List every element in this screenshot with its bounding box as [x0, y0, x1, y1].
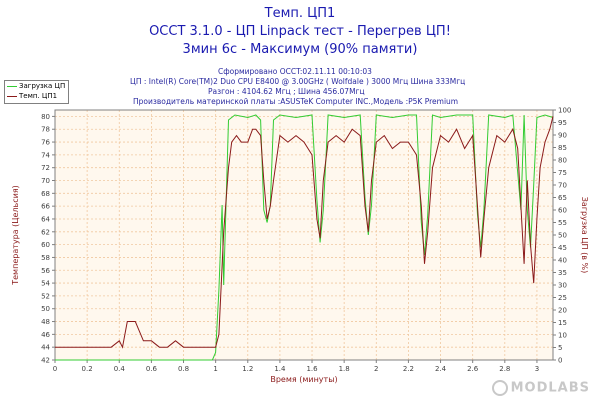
x-tick-label: 1: [213, 365, 217, 373]
y2-tick-label: 75: [558, 169, 567, 177]
y2-tick-label: 90: [558, 132, 567, 140]
y-tick-label: 56: [41, 267, 50, 275]
y-tick-label: 74: [41, 151, 50, 159]
y2-tick-label: 20: [558, 307, 567, 315]
x-tick-label: 1.4: [274, 365, 286, 373]
y-tick-label: 58: [41, 254, 50, 262]
x-tick-label: 0.2: [82, 365, 93, 373]
y-axis-right-label: Загрузка ЦП (в %): [580, 197, 589, 273]
y2-tick-label: 15: [558, 319, 567, 327]
watermark-logo: MODLABS: [491, 380, 590, 396]
legend-label: Загрузка ЦП: [19, 82, 66, 90]
y-tick-label: 60: [41, 241, 50, 249]
y2-tick-label: 40: [558, 257, 567, 265]
x-tick-label: 1.8: [339, 365, 350, 373]
y-tick-label: 62: [41, 228, 50, 236]
y-tick-label: 72: [41, 164, 50, 172]
y-tick-label: 66: [41, 203, 50, 211]
y-tick-label: 52: [41, 292, 50, 300]
y2-tick-label: 95: [558, 119, 567, 127]
x-tick-label: 2: [374, 365, 378, 373]
legend-label: Темп. ЦП1: [19, 92, 58, 100]
y-tick-label: 54: [41, 280, 50, 288]
y-tick-label: 42: [41, 357, 50, 365]
legend-item-cpu-load: Загрузка ЦП: [5, 81, 68, 91]
y-axis-left-ticks: 42 44 46 48 50 52 54 56 58 60 62 64 66 68 70 72 74 76 78 80: [41, 113, 55, 365]
y-tick-label: 76: [41, 139, 50, 147]
info-generated: Сформировано OCCT:02.11.11 00:10:03: [218, 67, 372, 76]
y-tick-label: 68: [41, 190, 50, 198]
y-tick-label: 80: [41, 113, 50, 121]
y-tick-label: 70: [41, 177, 50, 185]
legend-item-cpu-temp: Темп. ЦП1: [5, 91, 68, 101]
y-tick-label: 48: [41, 318, 50, 326]
x-tick-label: 0.8: [178, 365, 189, 373]
x-axis-label: Время (минуты): [270, 375, 337, 384]
y-tick-label: 78: [41, 126, 50, 134]
x-tick-label: 2.8: [499, 365, 510, 373]
y2-tick-label: 70: [558, 182, 567, 190]
info-overclock: Разгон : 4104.62 Мгц ; Шина 456.07Мгц: [208, 87, 365, 96]
series-line-cpu-temp: [55, 116, 554, 349]
y-tick-label: 64: [41, 215, 50, 223]
y-axis-left-label: Температура (Цельсия): [11, 185, 20, 286]
y2-tick-label: 35: [558, 269, 567, 277]
y-tick-label: 44: [41, 344, 50, 352]
x-tick-label: 0: [53, 365, 57, 373]
x-tick-label: 3: [535, 365, 539, 373]
chart-title: Темп. ЦП1: [264, 6, 336, 21]
x-tick-label: 2.6: [467, 365, 479, 373]
watermark-text: MODLABS: [510, 380, 590, 396]
y2-tick-label: 100: [558, 107, 571, 115]
x-tick-label: 0.6: [146, 365, 158, 373]
y2-tick-label: 50: [558, 232, 567, 240]
y2-tick-label: 10: [558, 332, 567, 340]
y2-tick-label: 60: [558, 207, 567, 215]
x-tick-label: 2.2: [403, 365, 414, 373]
legend: Загрузка ЦП Темп. ЦП1: [4, 80, 69, 104]
y2-tick-label: 80: [558, 157, 567, 165]
x-tick-label: 2.4: [435, 365, 447, 373]
y2-tick-label: 30: [558, 282, 567, 290]
chart-subtitle: OCCT 3.1.0 - ЦП Linpack тест - Перегрев …: [149, 24, 451, 39]
x-tick-label: 1.6: [306, 365, 318, 373]
info-motherboard: Производитель материнской платы :ASUSTeK…: [133, 97, 459, 106]
y-axis-right-ticks: 0 5 10 15 20 25 30 35 40 45 50 55 60 65 70 75 80 85 90 95 10…: [553, 107, 571, 365]
y2-tick-label: 45: [558, 244, 567, 252]
chart-subtitle-duration: 3мин 6с - Максимум (90% памяти): [182, 42, 418, 57]
info-cpu: ЦП : Intel(R) Core(TM)2 Duo CPU E8400 @ …: [130, 77, 466, 86]
x-tick-label: 1.2: [242, 365, 253, 373]
y2-tick-label: 25: [558, 294, 567, 302]
y2-tick-label: 85: [558, 144, 567, 152]
y2-tick-label: 0: [558, 357, 562, 365]
y2-tick-label: 65: [558, 194, 567, 202]
x-axis-ticks: 0 0.2 0.4 0.6 0.8 1 1.2 1.4 1.6 1.8 2 2.2 2.4 2.6 2.8 3: [53, 360, 539, 373]
plot-area: [55, 110, 553, 360]
logo-icon: [491, 380, 508, 396]
y2-tick-label: 5: [558, 344, 562, 352]
legend-swatch-cpu-temp: [7, 96, 17, 97]
y-tick-label: 46: [41, 331, 50, 339]
y-tick-label: 50: [41, 305, 50, 313]
x-tick-label: 0.4: [114, 365, 126, 373]
legend-swatch-cpu-load: [7, 86, 17, 87]
y2-tick-label: 55: [558, 219, 567, 227]
